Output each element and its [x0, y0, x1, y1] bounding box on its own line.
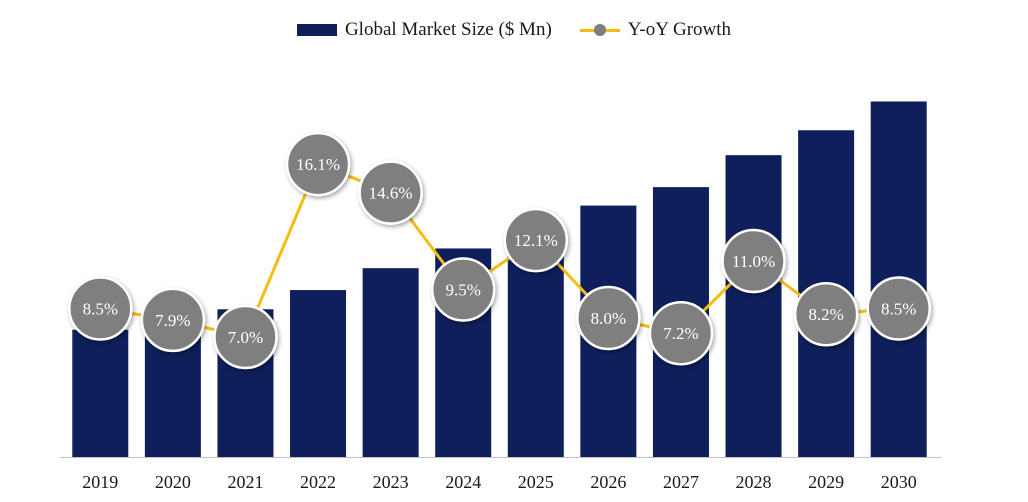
bars-layer — [72, 101, 927, 458]
growth-marker-2020: 7.9% — [140, 287, 206, 353]
growth-point — [866, 276, 931, 341]
x-tick-label-2027: 2027 — [663, 472, 699, 492]
growth-label-2027: 7.2% — [663, 324, 698, 343]
x-tick-label-2025: 2025 — [518, 472, 554, 492]
growth-marker-2025: 12.1% — [503, 207, 569, 273]
growth-point — [140, 287, 206, 353]
growth-marker-2029: 8.2% — [793, 281, 859, 347]
growth-label-2029: 8.2% — [808, 305, 843, 324]
growth-point — [648, 300, 714, 366]
growth-label-2021: 7.0% — [228, 328, 263, 347]
growth-point — [576, 285, 641, 351]
legend-item-market-size: Global Market Size ($ Mn) — [296, 19, 552, 41]
growth-marker-2019: 8.5% — [68, 276, 133, 341]
growth-label-2020: 7.9% — [155, 311, 190, 330]
legend-bar-swatch — [296, 24, 337, 36]
growth-point — [358, 160, 423, 225]
growth-marker-2023: 14.6% — [358, 160, 423, 225]
legend-label-growth: Y-oY Growth — [627, 19, 732, 40]
x-tick-label-2022: 2022 — [300, 472, 336, 492]
growth-point — [793, 281, 859, 347]
growth-marker-2030: 8.5% — [866, 276, 931, 341]
bar-2023 — [362, 268, 419, 457]
growth-point — [285, 131, 351, 197]
growth-marker-2024: 9.5% — [430, 257, 496, 322]
x-tick-label-2028: 2028 — [736, 472, 772, 492]
growth-label-2019: 8.5% — [83, 300, 118, 319]
growth-marker-2028: 11.0% — [721, 228, 786, 294]
growth-label-2028: 11.0% — [732, 252, 775, 271]
growth-point — [430, 257, 496, 322]
x-tick-label-2019: 2019 — [82, 472, 118, 492]
legend-line-swatch — [579, 24, 620, 36]
legend-label-market-size: Global Market Size ($ Mn) — [344, 19, 552, 40]
growth-marker-2027: 7.2% — [648, 300, 714, 366]
growth-marker-2021: 7.0% — [213, 304, 278, 370]
growth-label-2030: 8.5% — [881, 300, 916, 319]
x-tick-label-2021: 2021 — [227, 472, 263, 492]
x-tick-label-2023: 2023 — [373, 472, 409, 492]
growth-label-2023: 14.6% — [369, 184, 413, 203]
growth-marker-2022: 16.1% — [285, 131, 351, 197]
growth-label-2024: 9.5% — [445, 281, 480, 300]
legend: Global Market Size ($ Mn) Y-oY Growth — [0, 17, 1028, 43]
growth-point — [503, 207, 569, 273]
x-tick-label-2026: 2026 — [590, 472, 626, 492]
growth-markers: 8.5% 7.9% 7.0% 16.1% 14.6% 9.5% 12.1% 8.0% 7.2% 1… — [68, 131, 931, 370]
x-tick-label-2029: 2029 — [808, 472, 844, 492]
bar-2019 — [72, 329, 129, 457]
x-tick-label-2024: 2024 — [445, 472, 481, 492]
bar-2022 — [290, 290, 347, 457]
growth-point — [213, 304, 278, 370]
growth-marker-2026: 8.0% — [576, 285, 641, 351]
growth-label-2025: 12.1% — [514, 231, 558, 250]
x-tick-labels: 2019 2020 2021 2022 2023 2024 2025 2026 2027 2028… — [82, 472, 916, 492]
bar-2028 — [725, 155, 782, 457]
legend-item-growth: Y-oY Growth — [579, 19, 732, 41]
x-tick-label-2030: 2030 — [881, 472, 917, 492]
x-tick-label-2020: 2020 — [155, 472, 191, 492]
growth-label-2022: 16.1% — [296, 155, 340, 174]
growth-point — [721, 228, 786, 294]
growth-point — [68, 276, 133, 341]
growth-label-2026: 8.0% — [591, 309, 626, 328]
